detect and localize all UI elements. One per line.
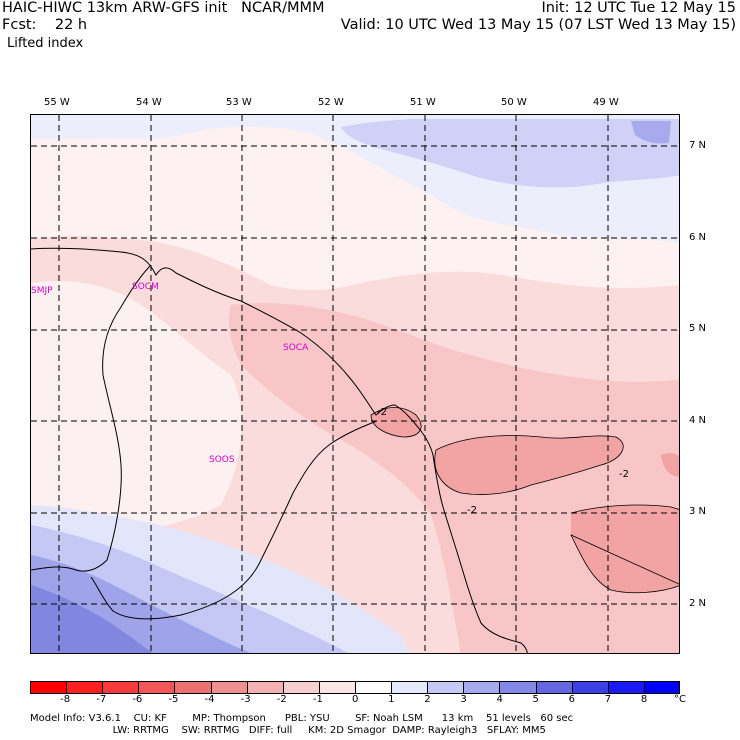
legend-color-cell	[30, 681, 67, 694]
legend-color-cell	[607, 681, 644, 694]
legend-color-cell	[427, 681, 464, 694]
lat-label-2n: 2 N	[689, 598, 707, 609]
field-name: Lifted index	[7, 36, 84, 51]
map-canvas: -2 -2 -2 SMJP SOCM SOCA SOOS	[31, 115, 679, 653]
legend-color-cell	[391, 681, 428, 694]
unstable-blob-coast	[371, 407, 422, 437]
legend-color-cell	[102, 681, 139, 694]
legend-color-cell	[354, 681, 392, 694]
legend-value: -3	[240, 694, 251, 705]
border-suriname-west	[31, 264, 152, 572]
legend-value: 2	[424, 694, 431, 705]
lat-label-5n: 5 N	[689, 323, 707, 334]
lon-label-50w: 50 W	[501, 97, 527, 108]
lifted-index-map: -2 -2 -2 SMJP SOCM SOCA SOOS	[30, 114, 680, 654]
header-title: HAIC-HIWC 13km ARW-GFS init NCAR/MMM	[2, 0, 325, 16]
legend-value: -7	[96, 694, 107, 705]
model-info-line1: Model Info: V3.6.1 CU: KF MP: Thompson P…	[30, 713, 574, 724]
unstable-blob-edge	[661, 453, 679, 477]
legend-unit: °C	[674, 694, 686, 705]
legend-color-cell	[138, 681, 175, 694]
legend-color-cell	[246, 681, 283, 694]
lon-label-52w: 52 W	[318, 97, 344, 108]
forecast-hour: Fcst: 22 h	[2, 17, 88, 33]
legend-value: 6	[568, 694, 576, 705]
legend-color-cell	[571, 681, 608, 694]
legend-value: -6	[132, 694, 143, 705]
legend-color-cell	[210, 681, 247, 694]
init-time: Init: 12 UTC Tue 12 May 15	[541, 0, 736, 16]
legend-value: 0	[352, 694, 359, 705]
model-info-line2: LW: RRTMG SW: RRTMG DIFF: full KM: 2D Sm…	[30, 725, 546, 736]
legend-value: -4	[204, 694, 215, 705]
legend-color-cell	[318, 681, 355, 694]
legend-color-cell	[282, 681, 319, 694]
legend-color-cell	[66, 681, 103, 694]
legend-value: 1	[388, 694, 395, 705]
legend-value: 7	[604, 694, 612, 705]
contour-label-southeast: -2	[619, 469, 629, 480]
unstable-blob-east	[434, 435, 624, 495]
contour-label-east: -2	[467, 505, 477, 516]
station-soos: SOOS	[209, 455, 235, 465]
lat-lon-grid	[31, 115, 679, 653]
lon-label-53w: 53 W	[226, 97, 252, 108]
legend-value: -2	[276, 694, 287, 705]
legend-colorbar	[30, 681, 680, 694]
lat-label-7n: 7 N	[689, 140, 707, 151]
legend-color-cell	[643, 681, 680, 694]
lon-label-51w: 51 W	[410, 97, 436, 108]
legend-value: 8	[640, 694, 648, 705]
legend-color-cell	[535, 681, 572, 694]
station-soca: SOCA	[283, 343, 309, 353]
ocean-deep-southwest	[31, 585, 154, 653]
legend-value: -1	[312, 694, 323, 705]
contour-southeast	[570, 504, 679, 594]
interior-faint-west	[31, 281, 242, 540]
contour-east	[434, 435, 624, 495]
legend-value: 3	[460, 694, 467, 705]
station-socm: SOCM	[132, 282, 159, 292]
valid-time: Valid: 10 UTC Wed 13 May 15 (07 LST Wed …	[340, 17, 736, 33]
lon-label-49w: 49 W	[593, 97, 619, 108]
legend-value: 4	[496, 694, 503, 705]
contour-coast	[370, 407, 422, 438]
legend-color-cell	[174, 681, 211, 694]
unstable-blob-southeast	[571, 505, 679, 593]
lon-label-55w: 55 W	[44, 97, 70, 108]
contour-label-coast: -2	[377, 407, 387, 418]
border-suriname-east	[90, 420, 378, 620]
legend-value: -8	[60, 694, 71, 705]
station-smjp: SMJP	[31, 286, 53, 296]
lat-label-4n: 4 N	[689, 415, 707, 426]
legend-color-cell	[499, 681, 536, 694]
ocean-strong-northeast	[631, 121, 671, 144]
legend-value: -5	[168, 694, 179, 705]
coastline	[31, 247, 528, 653]
lat-label-3n: 3 N	[689, 506, 707, 517]
legend-value: 5	[532, 694, 539, 705]
lon-label-54w: 54 W	[136, 97, 162, 108]
lat-label-6n: 6 N	[689, 232, 707, 243]
legend-color-cell	[463, 681, 500, 694]
